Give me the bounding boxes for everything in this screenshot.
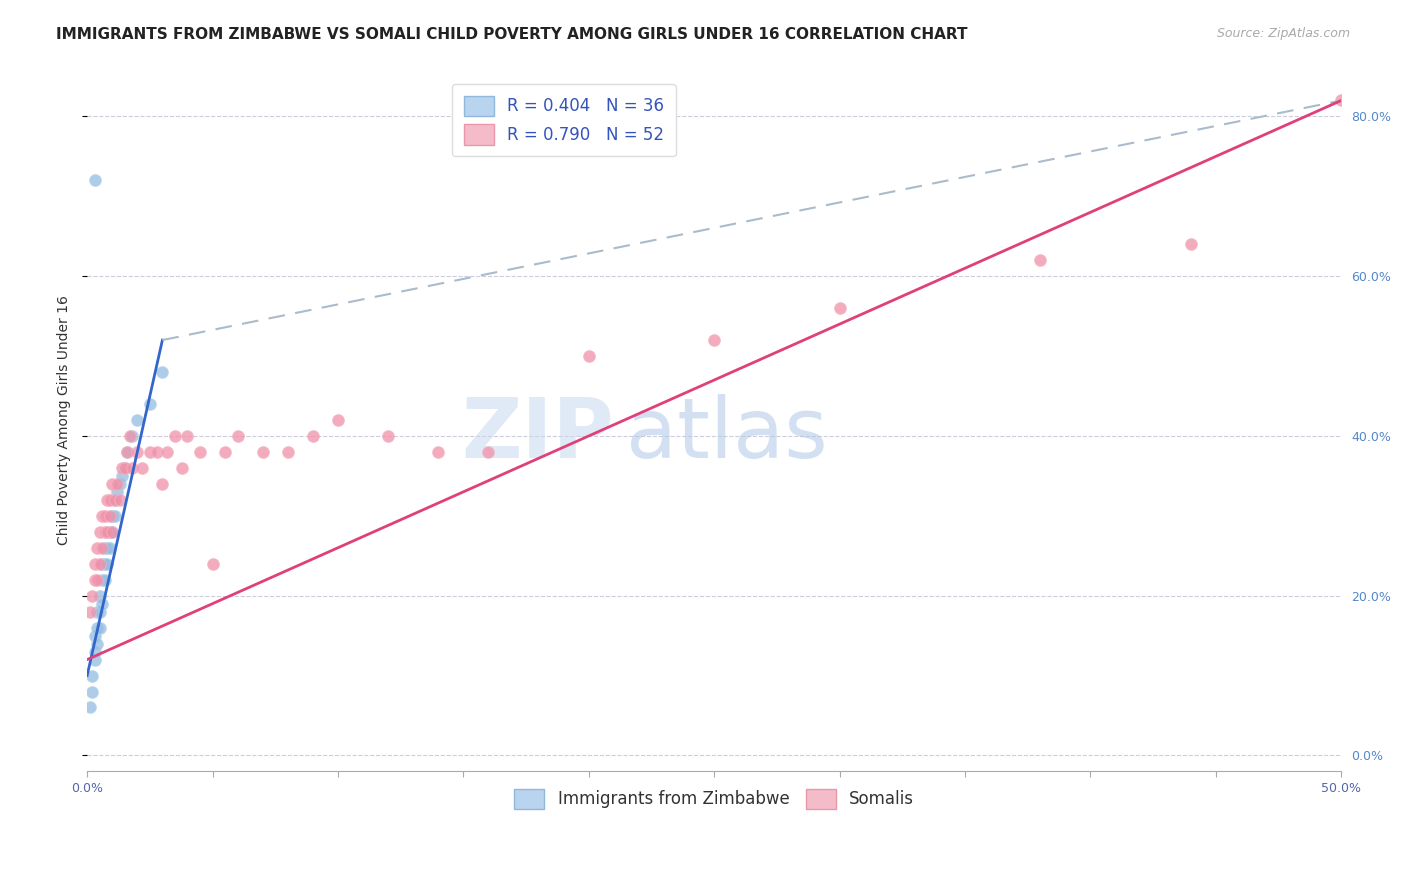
Point	[127, 413, 149, 427]
Point	[83, 557, 105, 571]
Point	[252, 445, 274, 459]
Point	[101, 524, 124, 539]
Point	[117, 445, 139, 459]
Point	[1180, 237, 1202, 252]
Point	[578, 349, 600, 363]
Point	[93, 524, 115, 539]
Point	[93, 541, 115, 555]
Point	[89, 605, 111, 619]
Point	[89, 557, 111, 571]
Point	[91, 508, 114, 523]
Point	[152, 476, 174, 491]
Point	[172, 461, 194, 475]
Point	[83, 652, 105, 666]
Point	[477, 445, 499, 459]
Text: Source: ZipAtlas.com: Source: ZipAtlas.com	[1216, 27, 1350, 40]
Point	[828, 301, 851, 315]
Point	[326, 413, 349, 427]
Point	[93, 573, 115, 587]
Point	[117, 445, 139, 459]
Point	[82, 684, 104, 698]
Y-axis label: Child Poverty Among Girls Under 16: Child Poverty Among Girls Under 16	[58, 295, 72, 545]
Point	[146, 445, 169, 459]
Point	[98, 541, 121, 555]
Point	[86, 541, 108, 555]
Point	[98, 492, 121, 507]
Point	[121, 429, 143, 443]
Point	[105, 476, 128, 491]
Point	[201, 557, 224, 571]
Point	[214, 445, 236, 459]
Legend: Immigrants from Zimbabwe, Somalis: Immigrants from Zimbabwe, Somalis	[508, 782, 921, 816]
Point	[121, 461, 143, 475]
Point	[83, 644, 105, 658]
Point	[96, 524, 118, 539]
Point	[98, 508, 121, 523]
Point	[91, 557, 114, 571]
Point	[111, 468, 134, 483]
Point	[156, 445, 179, 459]
Point	[188, 445, 211, 459]
Point	[93, 557, 115, 571]
Point	[703, 333, 725, 347]
Point	[79, 605, 101, 619]
Point	[104, 492, 127, 507]
Point	[163, 429, 186, 443]
Point	[91, 597, 114, 611]
Point	[101, 524, 124, 539]
Point	[86, 605, 108, 619]
Point	[118, 429, 141, 443]
Point	[152, 365, 174, 379]
Point	[104, 492, 127, 507]
Point	[83, 573, 105, 587]
Point	[111, 461, 134, 475]
Point	[1330, 94, 1353, 108]
Point	[114, 461, 136, 475]
Point	[89, 589, 111, 603]
Point	[277, 445, 299, 459]
Point	[101, 508, 124, 523]
Point	[139, 397, 162, 411]
Point	[108, 492, 131, 507]
Point	[96, 557, 118, 571]
Point	[1029, 253, 1052, 268]
Point	[98, 524, 121, 539]
Point	[83, 173, 105, 187]
Point	[96, 492, 118, 507]
Point	[82, 668, 104, 682]
Point	[96, 541, 118, 555]
Text: IMMIGRANTS FROM ZIMBABWE VS SOMALI CHILD POVERTY AMONG GIRLS UNDER 16 CORRELATIO: IMMIGRANTS FROM ZIMBABWE VS SOMALI CHILD…	[56, 27, 967, 42]
Point	[176, 429, 198, 443]
Point	[427, 445, 450, 459]
Point	[131, 461, 153, 475]
Point	[91, 541, 114, 555]
Point	[86, 621, 108, 635]
Point	[101, 476, 124, 491]
Point	[89, 524, 111, 539]
Point	[86, 637, 108, 651]
Point	[114, 461, 136, 475]
Point	[79, 700, 101, 714]
Point	[226, 429, 249, 443]
Point	[377, 429, 399, 443]
Point	[127, 445, 149, 459]
Point	[82, 589, 104, 603]
Point	[108, 476, 131, 491]
Point	[302, 429, 325, 443]
Point	[83, 629, 105, 643]
Point	[139, 445, 162, 459]
Point	[91, 573, 114, 587]
Point	[86, 573, 108, 587]
Point	[89, 621, 111, 635]
Point	[104, 508, 127, 523]
Point	[93, 508, 115, 523]
Point	[105, 484, 128, 499]
Text: atlas: atlas	[627, 393, 828, 475]
Text: ZIP: ZIP	[461, 393, 614, 475]
